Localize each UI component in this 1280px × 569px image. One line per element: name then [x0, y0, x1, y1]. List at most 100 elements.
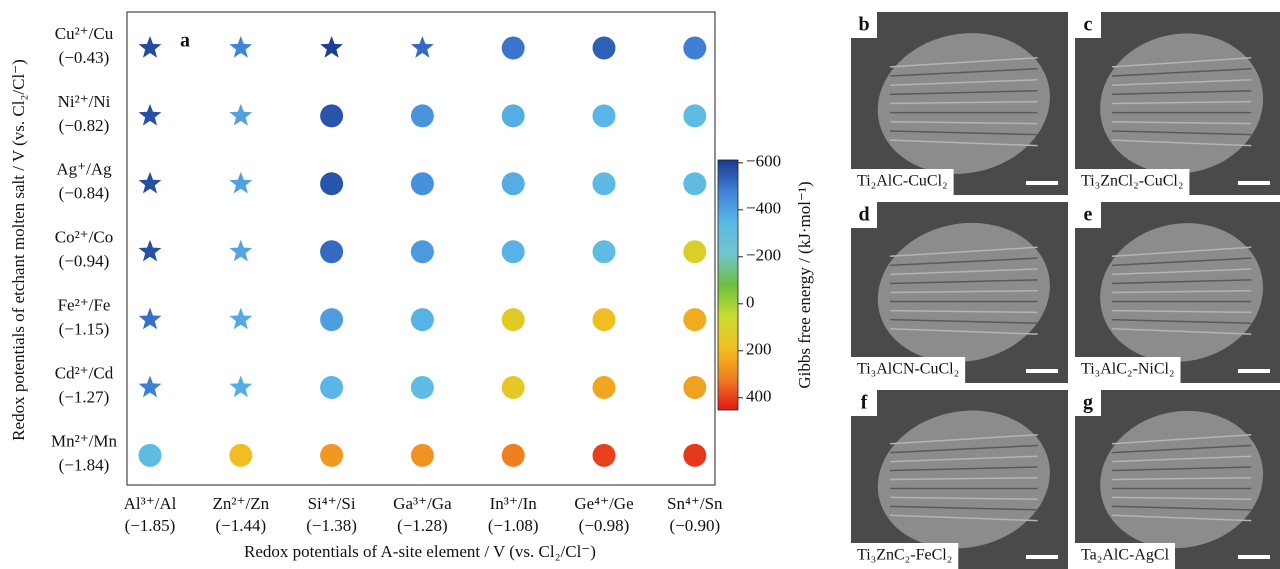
letter-box [851, 390, 877, 416]
layer-line [890, 246, 1038, 258]
x-tick-label: (−1.44) [215, 516, 266, 535]
y-tick-label: (−0.94) [59, 252, 110, 271]
crystal [1100, 223, 1264, 362]
x-tick-label: In³⁺/In [490, 494, 538, 513]
crystal [1100, 33, 1264, 174]
layer-line [890, 279, 1038, 285]
scale-bar [1238, 181, 1270, 185]
circle-marker [592, 443, 616, 467]
caption-box [851, 357, 966, 383]
layer-line [1111, 257, 1252, 267]
layer-line [890, 444, 1038, 454]
circle-marker [501, 443, 525, 467]
layer-line [890, 121, 1038, 125]
circle-marker [592, 172, 616, 196]
layer-line [1111, 327, 1252, 335]
caption-box [1075, 169, 1190, 195]
panel-caption: Ti₃AlC₂-NiCl₂ [1081, 361, 1175, 378]
panel-letter: f [861, 392, 868, 414]
circle-marker [501, 172, 525, 196]
letter-box [1075, 390, 1101, 416]
sem-image: c Ti₃ZnCl₂-CuCl₂ [1075, 12, 1280, 195]
circle-marker [410, 376, 434, 399]
x-tick-label: (−1.08) [488, 516, 539, 535]
circle-marker [320, 172, 344, 196]
y-tick-label: (−1.84) [59, 455, 110, 474]
scale-bar [1238, 555, 1270, 559]
circle-marker [592, 240, 616, 264]
layer-line [890, 505, 1038, 511]
x-tick-label: Ga³⁺/Ga [393, 494, 452, 513]
layer-line [1111, 318, 1252, 325]
star-marker [229, 375, 253, 398]
layer-line [890, 327, 1038, 335]
x-tick-label: Al³⁺/Al [124, 494, 177, 513]
layer-line [1111, 466, 1252, 472]
y-axis-label: Redox potentials of etchant molten salt … [9, 59, 28, 441]
circle-marker [410, 443, 434, 467]
plot-frame [126, 11, 716, 486]
layer-line [1111, 279, 1252, 285]
colorbar-tick-label: −600 [746, 152, 781, 171]
circle-marker [410, 172, 434, 196]
panel-letter: g [1083, 392, 1093, 414]
circle-marker [501, 240, 525, 264]
circle-marker [683, 240, 707, 264]
circle-marker [683, 104, 707, 128]
star-marker [320, 36, 343, 58]
layer-line [1111, 514, 1252, 522]
circle-marker [592, 376, 616, 399]
panel-letter: b [858, 14, 869, 36]
colorbar-tick-label: 0 [746, 293, 755, 312]
y-tick-label: Cu²⁺/Cu [55, 24, 114, 43]
layer-line [1111, 455, 1252, 463]
circle-marker [320, 240, 344, 264]
y-tick-label: (−0.43) [59, 48, 110, 67]
sem-image: f Ti₃ZnC₂-FeCl₂ [851, 390, 1068, 569]
colorbar-tick-label: −400 [746, 199, 781, 218]
layer-line [890, 130, 1038, 136]
panel-caption: Ti₃ZnC₂-FeCl₂ [857, 547, 952, 564]
y-tick-label: (−0.84) [59, 184, 110, 203]
y-tick-label: Co²⁺/Co [55, 228, 113, 247]
caption-box [851, 169, 954, 195]
layer-line [890, 67, 1038, 77]
y-tick-label: (−1.27) [59, 387, 110, 406]
caption-box [851, 543, 959, 569]
x-tick-label: (−0.90) [669, 516, 720, 535]
circle-marker [501, 376, 525, 399]
layer-line [890, 100, 1038, 105]
x-tick-label: Zn²⁺/Zn [213, 494, 270, 513]
star-marker [229, 103, 253, 126]
layer-line [890, 139, 1038, 147]
star-marker [229, 307, 253, 330]
star-marker [138, 171, 162, 194]
star-marker [138, 239, 162, 262]
colorbar-tick-label: 200 [746, 340, 772, 359]
circle-marker [320, 308, 344, 332]
layer-line [890, 455, 1038, 463]
y-tick-label: (−1.15) [59, 320, 110, 339]
layer-line [1111, 309, 1252, 314]
layer-line [890, 89, 1038, 96]
circle-marker [229, 443, 253, 467]
x-tick-label: (−1.85) [125, 516, 176, 535]
layer-line [1111, 246, 1252, 258]
layer-line [890, 78, 1038, 86]
layer-line [890, 476, 1038, 481]
circle-marker [320, 104, 344, 128]
circle-marker [592, 104, 616, 128]
layer-line [1111, 476, 1252, 481]
y-tick-label: Mn²⁺/Mn [51, 431, 118, 450]
layer-line [890, 257, 1038, 267]
colorbar [717, 159, 739, 411]
crystal [877, 33, 1050, 174]
panel-caption: Ti₃ZnCl₂-CuCl₂ [1081, 173, 1183, 190]
circle-marker [501, 104, 525, 128]
circle-marker [138, 443, 162, 467]
circle-marker [320, 443, 344, 467]
layer-line [1111, 121, 1252, 125]
layer-line [890, 318, 1038, 325]
y-tick-label: Ni²⁺/Ni [58, 92, 111, 111]
circle-marker [683, 36, 707, 60]
